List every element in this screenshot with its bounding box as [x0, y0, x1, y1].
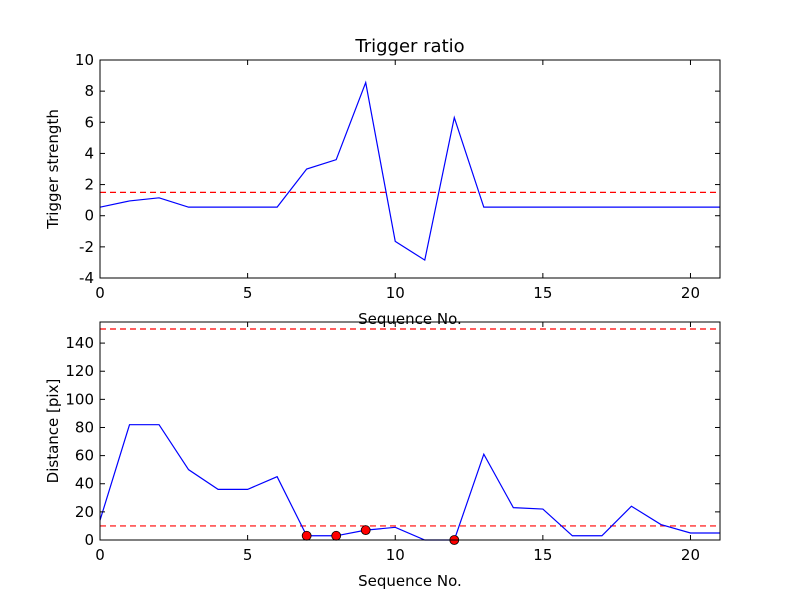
y-tick-label: 6: [84, 113, 94, 131]
data-point-marker: [331, 530, 342, 541]
y-tick-label: -4: [79, 269, 94, 287]
axes-frame: [99, 321, 721, 541]
y-axis-label: Distance [pix]: [44, 379, 62, 484]
data-point-marker: [301, 530, 312, 541]
distance-panel: 0 5 10 15 20 0 20 40 60 80 100 120 140 Sequence No. Di…: [44, 321, 721, 590]
data-point-marker: [360, 525, 371, 536]
y-tick-label: 40: [75, 475, 94, 493]
x-tick-label: 5: [243, 284, 253, 302]
y-tick-label: 8: [84, 82, 94, 100]
y-tick-label: 60: [75, 447, 94, 465]
y-tick-label: 2: [84, 176, 94, 194]
chart-title: Trigger ratio: [354, 36, 464, 57]
y-axis-label: Trigger strength: [44, 109, 62, 230]
y-tick-label: 120: [65, 362, 94, 380]
axes-frame: [99, 59, 721, 279]
x-tick-label: 20: [681, 546, 700, 564]
y-tick-label: 100: [65, 390, 94, 408]
y-tick-label: 4: [84, 144, 94, 162]
y-tick-label: 140: [65, 334, 94, 352]
x-tick-label: 5: [243, 546, 253, 564]
x-axis-label: Sequence No.: [358, 310, 462, 328]
x-axis-label: Sequence No.: [358, 572, 462, 590]
y-tick-label: 10: [75, 51, 94, 69]
x-tick-label: 15: [533, 546, 552, 564]
x-tick-label: 0: [95, 284, 105, 302]
y-tick-label: 0: [84, 207, 94, 225]
x-tick-label: 20: [681, 284, 700, 302]
data-series-line: [99, 80, 720, 262]
x-tick-label: 15: [533, 284, 552, 302]
x-tick-label: 10: [386, 546, 405, 564]
y-tick-label: 80: [75, 418, 94, 436]
x-tick-label: 0: [95, 546, 105, 564]
y-tick-label: -2: [79, 238, 94, 256]
x-tick-label: 10: [386, 284, 405, 302]
y-tick-label: 20: [75, 503, 94, 521]
y-tick-label: 0: [84, 531, 94, 549]
data-series-line: [99, 424, 720, 541]
trigger-ratio-panel: 0 5 10 15 20 -4 -2 0 2 4 6 8 10 Trigger ratio Sequence…: [44, 36, 721, 328]
